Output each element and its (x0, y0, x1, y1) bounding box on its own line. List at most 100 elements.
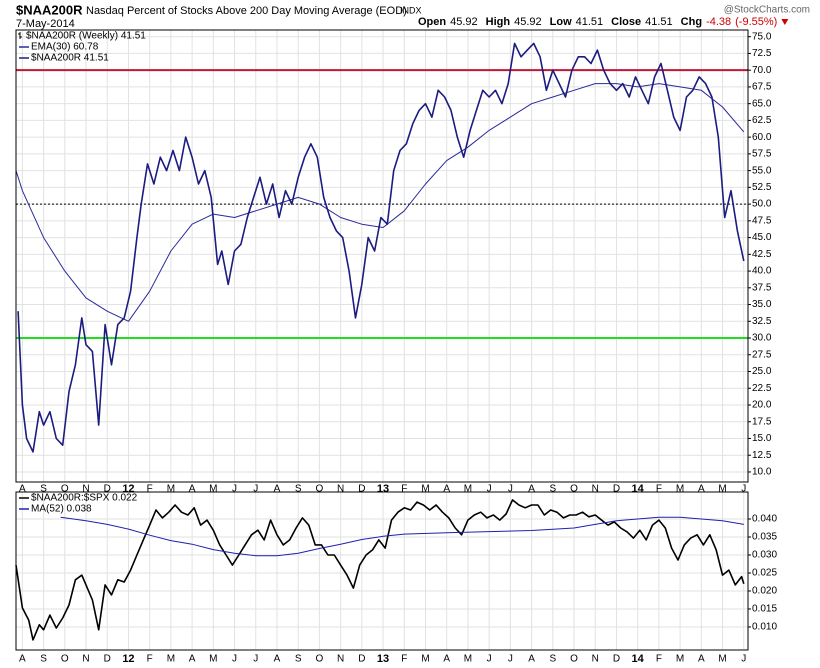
y-tick-label: 75.0 (752, 31, 772, 42)
legend-label: $NAA200R 41.51 (31, 53, 109, 64)
x-tick-label: N (337, 484, 344, 495)
y-tick-label: 10.0 (752, 467, 772, 478)
y-tick-label: 0.025 (752, 568, 777, 579)
x-tick-label: M (421, 654, 429, 665)
x-tick-label: M (209, 484, 217, 495)
plot-area (16, 492, 748, 650)
date: 7-May-2014 (16, 18, 75, 30)
x-tick-label: M (464, 654, 472, 665)
x-tick-label: A (274, 654, 281, 665)
y-tick-label: 20.0 (752, 400, 772, 411)
y-tick-label: 30.0 (752, 333, 772, 344)
x-tick-label: F (401, 654, 407, 665)
y-tick-label: 0.035 (752, 532, 777, 543)
plot-frame (15, 491, 749, 651)
x-tick-label: J (741, 654, 746, 665)
x-tick-label: A (698, 654, 705, 665)
x-tick-label: A (443, 484, 450, 495)
x-tick-label: N (592, 654, 599, 665)
x-tick-label: M (676, 484, 684, 495)
y-tick-label: 12.5 (752, 450, 772, 461)
x-tick-label: N (82, 654, 89, 665)
y-tick-label: 0.040 (752, 514, 777, 525)
x-tick-label: F (656, 654, 662, 665)
y-tick-label: 50.0 (752, 199, 772, 210)
quote-text: Low (550, 16, 572, 28)
y-tick-label: 67.5 (752, 82, 772, 93)
series-line (15, 83, 745, 322)
y-tick-label: 57.5 (752, 149, 772, 160)
x-tick-label: A (19, 484, 26, 495)
y-tick-label: 27.5 (752, 349, 772, 360)
quote-text: (-9.55%) (735, 16, 777, 28)
x-tick-label: D (358, 654, 365, 665)
x-tick-label: J (253, 484, 258, 495)
legend-icon (18, 32, 22, 39)
quote-text: Close (611, 16, 641, 28)
quote-text: -4.38 (706, 16, 731, 28)
y-tick-label: 62.5 (752, 115, 772, 126)
x-tick-label: 12 (122, 653, 134, 665)
x-tick-label: D (358, 484, 365, 495)
x-tick-label: S (40, 654, 47, 665)
watermark: @StockCharts.com (724, 5, 810, 16)
x-tick-label: S (549, 484, 556, 495)
y-tick-label: 32.5 (752, 316, 772, 327)
y-tick-label: 0.015 (752, 604, 777, 615)
y-tick-label: 17.5 (752, 416, 772, 427)
y-tick-label: 0.030 (752, 550, 777, 561)
x-tick-label: J (253, 654, 258, 665)
x-tick-label: A (189, 654, 196, 665)
x-tick-label: M (718, 654, 726, 665)
y-tick-label: 25.0 (752, 366, 772, 377)
x-tick-label: M (209, 654, 217, 665)
legend-label: MA(52) 0.038 (31, 504, 92, 515)
legend-label: EMA(30) 60.78 (31, 42, 99, 53)
x-tick-label: 13 (377, 653, 389, 665)
y-tick-label: 0.020 (752, 586, 777, 597)
x-tick-label: O (316, 654, 324, 665)
x-tick-label: D (104, 484, 111, 495)
y-tick-label: 37.5 (752, 282, 772, 293)
plot-area (16, 30, 748, 482)
x-tick-label: O (61, 654, 69, 665)
x-tick-label: F (401, 484, 407, 495)
x-tick-label: D (613, 484, 620, 495)
y-tick-label: 40.0 (752, 266, 772, 277)
x-tick-label: M (421, 484, 429, 495)
quote-text: 41.51 (576, 16, 604, 28)
symbol: $NAA200R (16, 2, 83, 17)
quote-text: Chg (681, 16, 702, 28)
x-tick-label: J (487, 484, 492, 495)
y-tick-label: 65.0 (752, 98, 772, 109)
x-tick-label: A (274, 484, 281, 495)
x-tick-label: J (508, 654, 513, 665)
x-tick-label: N (82, 484, 89, 495)
x-tick-label: M (464, 484, 472, 495)
y-tick-label: 60.0 (752, 132, 772, 143)
y-tick-label: 35.0 (752, 299, 772, 310)
y-tick-label: 72.5 (752, 48, 772, 59)
plot-frame (15, 29, 749, 483)
x-tick-label: S (549, 654, 556, 665)
y-tick-label: 70.0 (752, 65, 772, 76)
legend-label: $NAA200R:$SPX 0.022 (31, 493, 138, 504)
x-tick-label: J (232, 654, 237, 665)
x-tick-label: N (592, 484, 599, 495)
y-tick-label: 0.010 (752, 622, 777, 633)
x-tick-label: J (741, 484, 746, 495)
x-tick-label: M (676, 654, 684, 665)
x-tick-label: M (718, 484, 726, 495)
series-line (17, 42, 745, 453)
y-tick-label: 45.0 (752, 232, 772, 243)
y-tick-label: 52.5 (752, 182, 772, 193)
x-tick-label: S (295, 654, 302, 665)
y-tick-label: 55.0 (752, 165, 772, 176)
x-tick-label: A (528, 654, 535, 665)
x-tick-label: O (570, 484, 578, 495)
x-tick-label: O (570, 654, 578, 665)
quote-text: 45.92 (450, 16, 478, 28)
quote-text: 45.92 (514, 16, 542, 28)
x-tick-label: A (443, 654, 450, 665)
x-tick-label: A (19, 654, 26, 665)
